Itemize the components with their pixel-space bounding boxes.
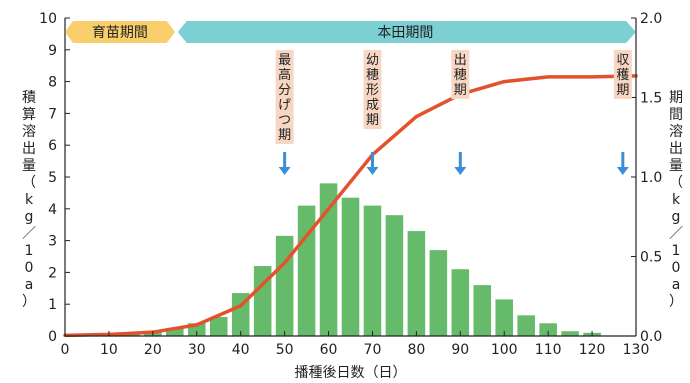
annotation-bg (275, 50, 294, 144)
x-axis-title: 播種後日数（日） (295, 365, 407, 381)
x-tick-label: 0 (61, 342, 70, 358)
annotation-arrow-head (616, 167, 629, 175)
y-axis-title-left: 積算溶出量（ k g ／ 1 0 a） (22, 90, 36, 310)
bar (429, 250, 448, 336)
left-tick-label: 9 (48, 43, 57, 59)
x-tick-label: 20 (144, 342, 162, 358)
stage-label: 育苗期間 (92, 25, 148, 41)
left-tick-label: 5 (48, 170, 57, 186)
x-tick-label: 130 (623, 342, 650, 358)
bar (363, 205, 382, 336)
stage-band (177, 21, 637, 43)
x-tick-label: 70 (364, 342, 382, 358)
stage-label: 本田期間 (377, 25, 433, 41)
line-series (63, 74, 638, 338)
left-tick-label: 1 (48, 297, 57, 313)
x-tick-label: 100 (491, 342, 518, 358)
bar (473, 285, 492, 336)
bar (166, 328, 184, 336)
x-tick-label: 90 (451, 342, 469, 358)
left-tick-label: 6 (48, 138, 57, 154)
cumulative-line (63, 74, 638, 338)
left-tick-label: 2 (48, 265, 57, 281)
axes: 0 1 2 3 4 5 6 7 8 9 10 0.0 0.5 1.0 1.5 2.0 0 10 20 30 40 50 60… (39, 11, 662, 358)
x-tick-label: 80 (407, 342, 425, 358)
left-tick-label: 7 (48, 106, 57, 122)
bar (495, 299, 514, 336)
bar (385, 215, 404, 336)
left-tick-label: 0 (48, 329, 57, 345)
bar (209, 316, 228, 336)
stage-band (65, 21, 175, 43)
x-tick-label: 60 (320, 342, 338, 358)
annotation-bg (451, 50, 470, 99)
stage-bands: 育苗期間 本田期間 (65, 21, 637, 43)
right-tick-label: 0.0 (640, 329, 662, 345)
left-tick-label: 8 (48, 75, 57, 91)
bar (253, 266, 272, 336)
annotation-arrow-head (366, 167, 379, 175)
annotation-label: 最高分げつ期 (278, 53, 291, 143)
bar (561, 331, 579, 336)
annotation-label: 出穂期 (454, 53, 467, 98)
left-tick-label: 4 (48, 202, 57, 218)
right-tick-label: 1.5 (640, 91, 662, 107)
bar (539, 323, 557, 336)
x-tick-label: 50 (276, 342, 294, 358)
y-axis-title-right: 期間溶出量（ k g ／ 1 0 a） (669, 90, 683, 310)
annotation-label: 幼穂形成期 (366, 53, 379, 128)
bar-series (78, 183, 601, 336)
x-tick-label: 110 (535, 342, 562, 358)
bar (517, 315, 535, 336)
bar (407, 231, 426, 336)
x-tick-label: 30 (188, 342, 206, 358)
x-tick-label: 10 (100, 342, 118, 358)
annotation-arrow-head (454, 167, 467, 175)
right-tick-label: 2.0 (640, 11, 662, 27)
right-tick-label: 1.0 (640, 170, 662, 186)
right-tick-label: 0.5 (640, 250, 662, 266)
bar (275, 235, 294, 336)
annotation-arrow-head (278, 167, 291, 175)
annotations: 最高分げつ期 幼穂形成期 出穂期 収穫期 (275, 50, 632, 175)
axis-titles: 積算溶出量（ k g ／ 1 0 a ） 期間溶出量（ k g ／ 1 0 a ） 播種後日数（日） (22, 90, 683, 381)
annotation-label: 収穫期 (616, 53, 629, 98)
annotation-bg (363, 50, 382, 129)
left-tick-label: 10 (39, 11, 57, 27)
bar (297, 205, 316, 336)
bar (451, 269, 470, 336)
bar (319, 183, 338, 336)
bar (341, 197, 360, 336)
left-tick-label: 3 (48, 234, 57, 250)
annotation-bg (613, 50, 632, 99)
x-tick-label: 40 (232, 342, 250, 358)
x-tick-label: 120 (579, 342, 606, 358)
